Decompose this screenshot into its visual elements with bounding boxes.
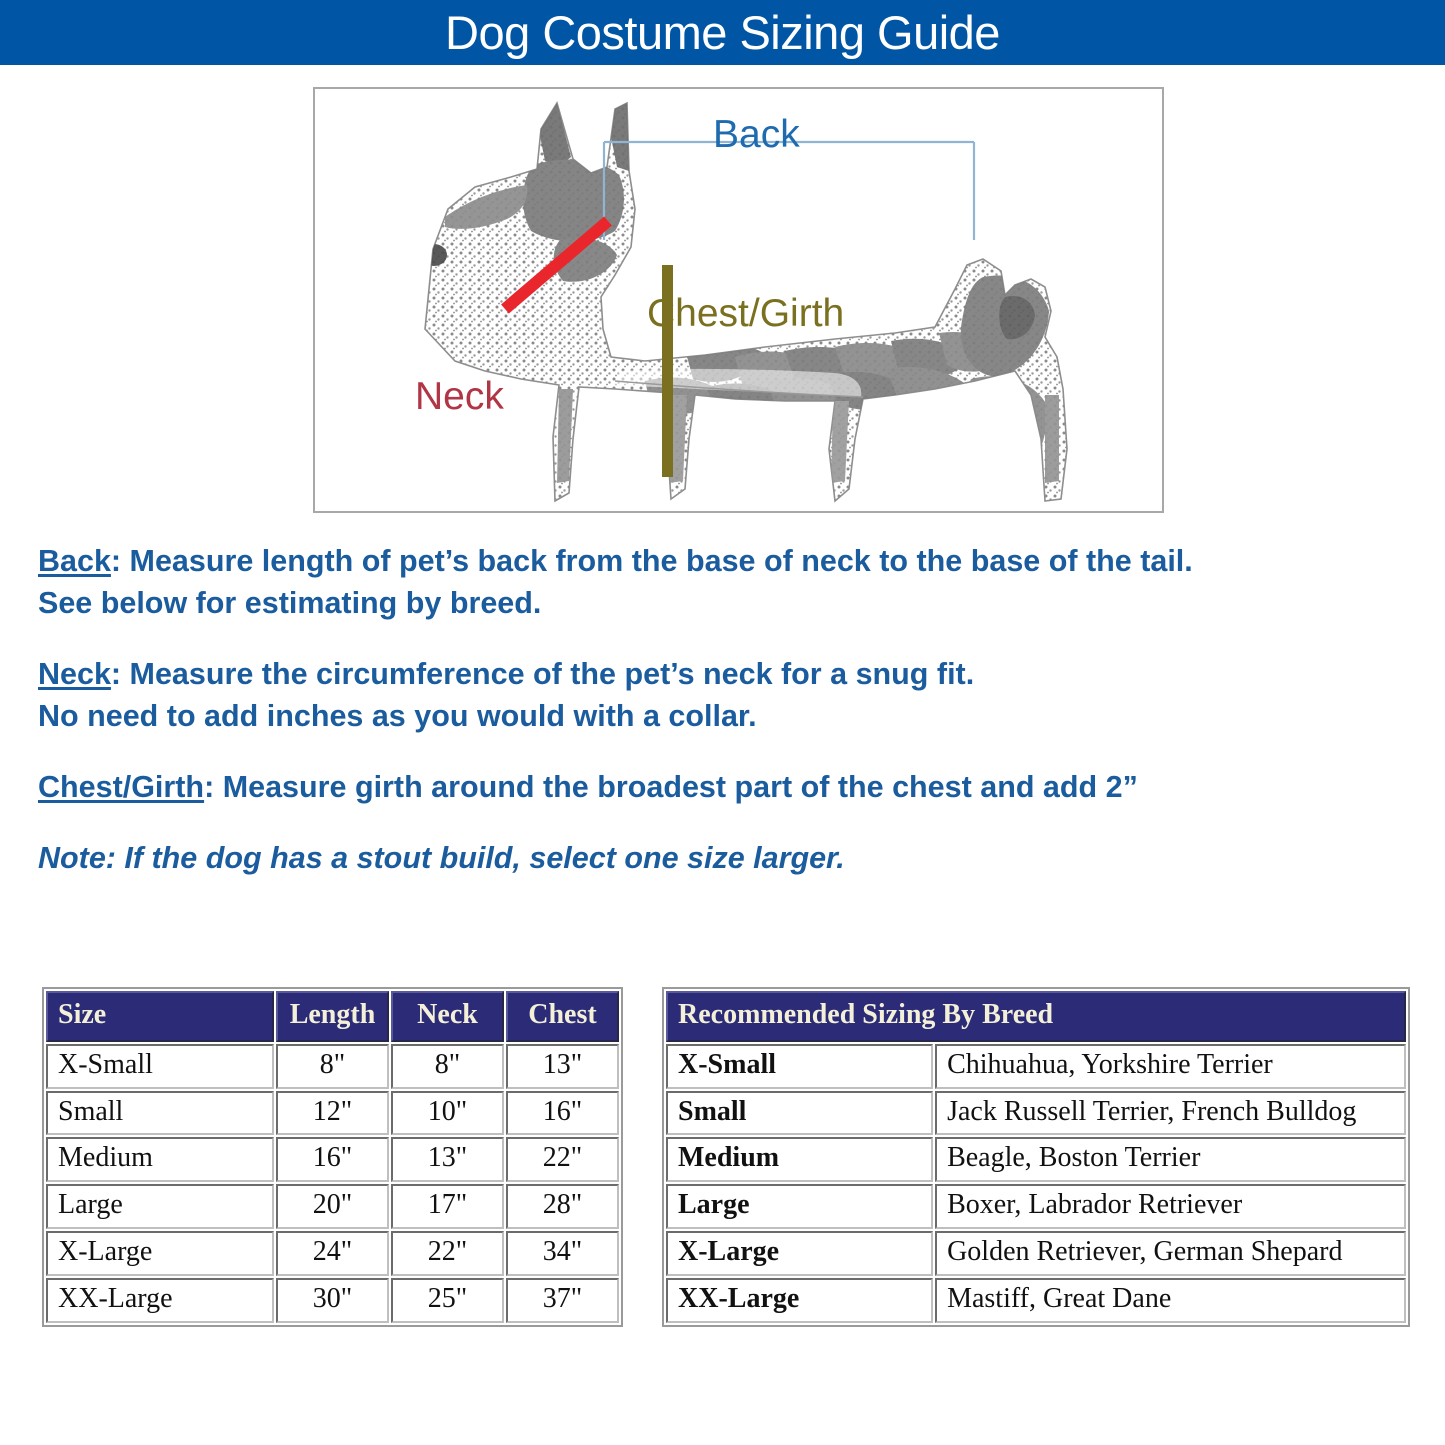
- instruction-neck-body: : Measure the circumference of the pet’s…: [110, 657, 975, 692]
- instruction-back-line2: See below for estimating by breed.: [38, 586, 542, 621]
- instruction-back-term: Back: [38, 544, 111, 578]
- chest-girth-measure-line: [662, 265, 673, 477]
- breed-table-title: Recommended Sizing By Breed: [666, 991, 1406, 1042]
- cell-chest: 13": [506, 1043, 619, 1089]
- instruction-back: Back: Measure length of pet’s back from …: [38, 540, 1418, 624]
- cell-size: XX-Large: [666, 1277, 934, 1323]
- instruction-neck-term: Neck: [38, 657, 111, 692]
- table-header-row: Recommended Sizing By Breed: [666, 991, 1406, 1042]
- cell-neck: 17": [391, 1184, 504, 1229]
- table-row: Medium 16" 13" 22": [46, 1137, 619, 1183]
- cell-size: Large: [666, 1184, 934, 1229]
- cell-length: 24": [276, 1230, 389, 1276]
- back-label: Back: [713, 113, 800, 156]
- cell-breeds: Mastiff, Great Dane: [935, 1277, 1406, 1323]
- cell-chest: 22": [506, 1137, 619, 1183]
- cell-breeds: Boxer, Labrador Retriever: [935, 1184, 1406, 1229]
- cell-chest: 16": [506, 1090, 619, 1136]
- cell-length: 16": [276, 1137, 389, 1183]
- table-row: XX-Large 30" 25" 37": [46, 1277, 619, 1323]
- chest-girth-label: Chest/Girth: [647, 292, 845, 335]
- instructions-block: Back: Measure length of pet’s back from …: [38, 540, 1418, 879]
- column-header-length: Length: [276, 991, 389, 1042]
- cell-neck: 10": [391, 1090, 504, 1136]
- table-header-row: Size Length Neck Chest: [46, 991, 619, 1042]
- cell-size: XX-Large: [46, 1277, 274, 1323]
- cell-size: X-Large: [46, 1230, 274, 1276]
- table-row: X-Small 8" 8" 13": [46, 1043, 619, 1089]
- cell-chest: 37": [506, 1277, 619, 1323]
- instruction-neck-line2: No need to add inches as you would with …: [38, 699, 757, 734]
- instruction-chest-term: Chest/Girth: [38, 770, 205, 805]
- dog-sketch-svg: [424, 101, 1068, 503]
- column-header-size: Size: [46, 991, 274, 1042]
- instruction-back-body: : Measure length of pet’s back from the …: [110, 544, 1193, 578]
- table-row: X-Large Golden Retriever, German Shepard: [666, 1230, 1406, 1276]
- cell-size: X-Small: [666, 1043, 934, 1089]
- instruction-chest-body: : Measure girth around the broadest part…: [204, 770, 1138, 805]
- cell-breeds: Jack Russell Terrier, French Bulldog: [935, 1090, 1406, 1136]
- cell-length: 12": [276, 1090, 389, 1136]
- table-row: X-Small Chihuahua, Yorkshire Terrier: [666, 1043, 1406, 1089]
- instruction-note: Note: If the dog has a stout build, sele…: [38, 841, 845, 876]
- dog-measurement-diagram: Back Chest/Girth Neck: [313, 87, 1164, 513]
- cell-length: 30": [276, 1277, 389, 1323]
- breed-recommendation-table: Recommended Sizing By Breed X-Small Chih…: [662, 987, 1410, 1327]
- cell-neck: 22": [391, 1230, 504, 1276]
- table-row: XX-Large Mastiff, Great Dane: [666, 1277, 1406, 1323]
- neck-label: Neck: [415, 375, 504, 418]
- page-header-banner: Dog Costume Sizing Guide: [0, 0, 1445, 65]
- page-title: Dog Costume Sizing Guide: [445, 6, 1000, 59]
- size-chart-table: Size Length Neck Chest X-Small 8" 8" 13"…: [42, 987, 623, 1327]
- cell-size: Medium: [666, 1137, 934, 1183]
- cell-breeds: Chihuahua, Yorkshire Terrier: [935, 1043, 1406, 1089]
- cell-breeds: Golden Retriever, German Shepard: [935, 1230, 1406, 1276]
- instruction-neck: Neck: Measure the circumference of the p…: [38, 653, 1418, 737]
- table-row: Medium Beagle, Boston Terrier: [666, 1137, 1406, 1183]
- column-header-chest: Chest: [506, 991, 619, 1042]
- table-row: Small Jack Russell Terrier, French Bulld…: [666, 1090, 1406, 1136]
- cell-neck: 13": [391, 1137, 504, 1183]
- cell-length: 8": [276, 1043, 389, 1089]
- cell-chest: 34": [506, 1230, 619, 1276]
- cell-size: Small: [666, 1090, 934, 1136]
- instruction-chest: Chest/Girth: Measure girth around the br…: [38, 766, 1418, 808]
- table-row: X-Large 24" 22" 34": [46, 1230, 619, 1276]
- neck-measure-line: [501, 216, 612, 314]
- cell-chest: 28": [506, 1184, 619, 1229]
- back-bracket: [602, 140, 976, 240]
- cell-length: 20": [276, 1184, 389, 1229]
- cell-size: X-Small: [46, 1043, 274, 1089]
- cell-breeds: Beagle, Boston Terrier: [935, 1137, 1406, 1183]
- column-header-neck: Neck: [391, 991, 504, 1042]
- cell-size: Medium: [46, 1137, 274, 1183]
- cell-size: Small: [46, 1090, 274, 1136]
- table-row: Large 20" 17" 28": [46, 1184, 619, 1229]
- cell-size: Large: [46, 1184, 274, 1229]
- cell-neck: 8": [391, 1043, 504, 1089]
- cell-neck: 25": [391, 1277, 504, 1323]
- cell-size: X-Large: [666, 1230, 934, 1276]
- table-row: Small 12" 10" 16": [46, 1090, 619, 1136]
- table-row: Large Boxer, Labrador Retriever: [666, 1184, 1406, 1229]
